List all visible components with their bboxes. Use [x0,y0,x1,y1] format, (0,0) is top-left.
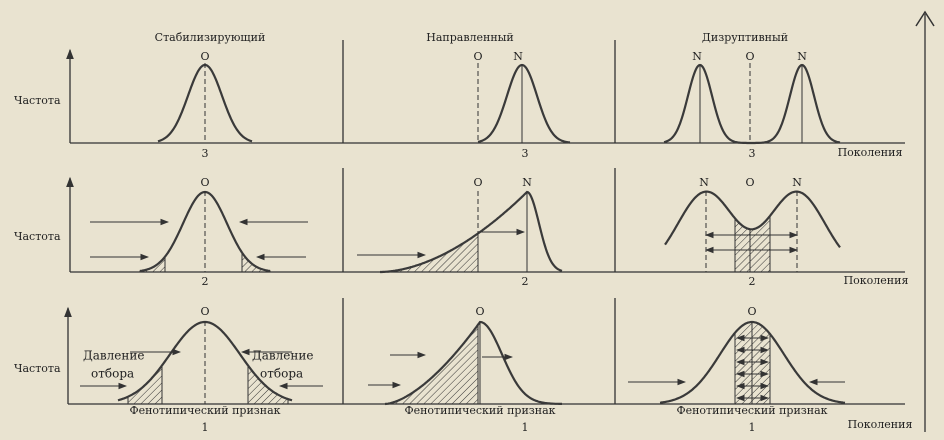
curve [664,190,841,249]
column-title: Стабилизирующий [155,31,266,44]
curve [384,320,562,406]
generation: 1 [522,421,529,434]
peak-label: N [522,176,532,189]
generation: 3 [202,147,209,160]
pressure-label: Давление [252,349,314,363]
peak-label: O [745,176,754,189]
peak-label: N [692,50,702,63]
peak-label: O [475,305,484,318]
column-title: Дизруптивный [702,31,788,44]
peak-label: N [513,50,523,63]
peak-label: O [745,50,754,63]
feature-label: Фенотипический признак [129,404,280,417]
x-label: Поколения [844,274,909,287]
curve [477,63,571,144]
generation: 2 [522,275,529,288]
generation: 3 [749,147,756,160]
time-arrow-head [915,10,935,27]
pressure-label: Давление [83,349,145,363]
generation: 2 [202,275,209,288]
generation: 1 [749,421,756,434]
peak-label: O [473,50,482,63]
peak-label: O [200,176,209,189]
generation: 1 [202,421,209,434]
generation: 3 [522,147,529,160]
x-label: Поколения [848,418,913,431]
y-label: Частота [14,94,61,107]
pressure-label: отбора [260,367,303,381]
peak-label: O [473,176,482,189]
feature-label: Фенотипический признак [404,404,555,417]
peak-label: N [797,50,807,63]
curve [380,190,563,274]
column-title: Направленный [426,31,514,44]
x-label: Поколения [838,146,903,159]
curve [663,63,841,145]
peak-label: O [200,50,209,63]
peak-label: O [747,305,756,318]
generation: 2 [749,275,756,288]
pressure-label: отбора [91,367,134,381]
peak-label: N [792,176,802,189]
peak-label: O [200,305,209,318]
y-label: Частота [14,362,61,375]
feature-label: Фенотипический признак [676,404,827,417]
y-label: Частота [14,230,61,243]
peak-label: N [699,176,709,189]
